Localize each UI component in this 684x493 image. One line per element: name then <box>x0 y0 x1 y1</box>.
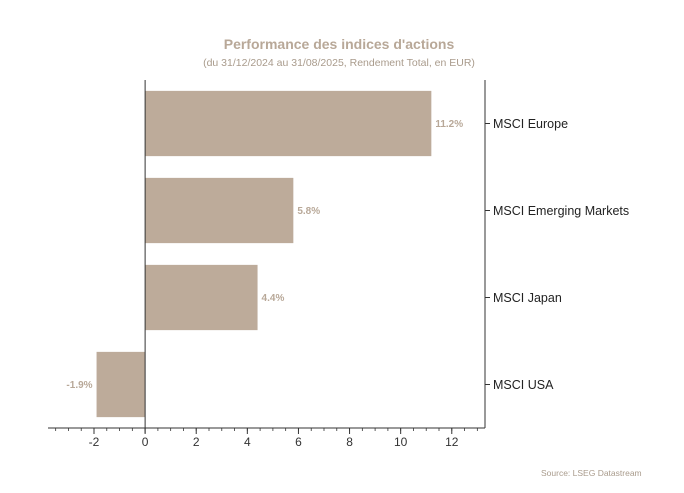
x-tick-label: 4 <box>244 435 251 449</box>
x-tick-label: 0 <box>142 435 149 449</box>
data-label: 11.2% <box>435 119 463 130</box>
data-label: 5.8% <box>297 206 320 217</box>
x-tick-label: 6 <box>295 435 302 449</box>
category-label: MSCI Japan <box>493 291 562 305</box>
bar-msci-europe <box>145 90 432 157</box>
chart-title: Performance des indices d'actions <box>223 36 455 52</box>
category-label: MSCI Emerging Markets <box>493 204 629 218</box>
bar-msci-japan <box>145 264 258 331</box>
category-label: MSCI USA <box>493 378 554 392</box>
x-tick-label: 12 <box>445 435 459 449</box>
data-label: -1.9% <box>66 380 92 391</box>
bar-msci-usa <box>96 351 146 418</box>
data-label: 4.4% <box>262 293 285 304</box>
x-tick-label: -2 <box>89 435 100 449</box>
chart-subtitle: (du 31/12/2024 au 31/08/2025, Rendement … <box>203 57 475 69</box>
bar-msci-emerging-markets <box>145 177 294 244</box>
category-label: MSCI Europe <box>493 117 568 131</box>
x-tick-label: 10 <box>394 435 408 449</box>
x-tick-label: 2 <box>193 435 200 449</box>
source-note: Source: LSEG Datastream <box>541 468 642 478</box>
x-tick-label: 8 <box>346 435 353 449</box>
